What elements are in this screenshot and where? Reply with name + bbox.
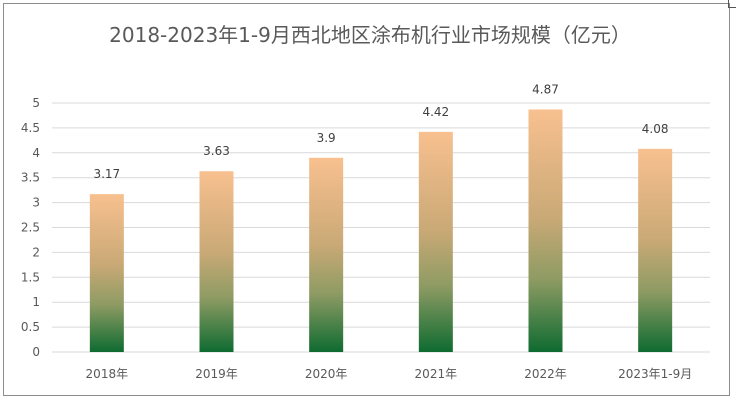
y-tick-label: 0: [32, 345, 40, 359]
y-tick-label: 5: [32, 96, 40, 110]
bar-1: [199, 171, 234, 352]
data-label: 3.63: [203, 144, 230, 158]
y-tick-label: 1: [32, 295, 40, 309]
y-tick-label: 0.5: [21, 320, 40, 334]
y-tick-label: 4.5: [21, 121, 40, 135]
x-tick-label: 2021年: [415, 367, 458, 381]
data-label: 3.9: [317, 131, 336, 145]
corner-mark: [728, 0, 736, 8]
bar-3: [418, 131, 453, 352]
x-axis-ticks: 2018年 2019年 2020年 2021年 2022年 2023年1-9月: [86, 367, 693, 381]
data-labels: 3.17 3.63 3.9 4.42 4.87 4.08: [93, 82, 668, 181]
chart-title: 2018-2023年1-9月西北地区涂布机行业市场规模（亿元）: [109, 23, 631, 47]
x-tick-label: 2022年: [524, 367, 567, 381]
data-label: 3.17: [93, 167, 120, 181]
y-tick-label: 4: [32, 146, 40, 160]
bar-5: [638, 148, 673, 352]
y-tick-label: 3.5: [21, 171, 40, 185]
chart-frame: [3, 3, 730, 396]
gridlines: [52, 102, 710, 353]
y-axis-ticks: 0 0.5 1 1.5 2 2.5 3 3.5 4 4.5 5: [21, 96, 40, 359]
y-tick-label: 1.5: [21, 270, 40, 284]
bars: [89, 109, 673, 352]
data-label: 4.08: [642, 122, 669, 136]
bar-0: [89, 194, 124, 352]
data-label: 4.42: [422, 105, 449, 119]
y-tick-label: 2.5: [21, 221, 40, 235]
x-tick-label: 2023年1-9月: [618, 367, 692, 381]
y-tick-label: 3: [32, 196, 40, 210]
y-tick-label: 2: [32, 245, 40, 259]
x-tick-label: 2020年: [305, 367, 348, 381]
bar-2: [309, 157, 344, 352]
data-label: 4.87: [532, 82, 559, 96]
bar-4: [528, 109, 563, 352]
x-tick-label: 2019年: [195, 367, 238, 381]
x-tick-label: 2018年: [86, 367, 129, 381]
